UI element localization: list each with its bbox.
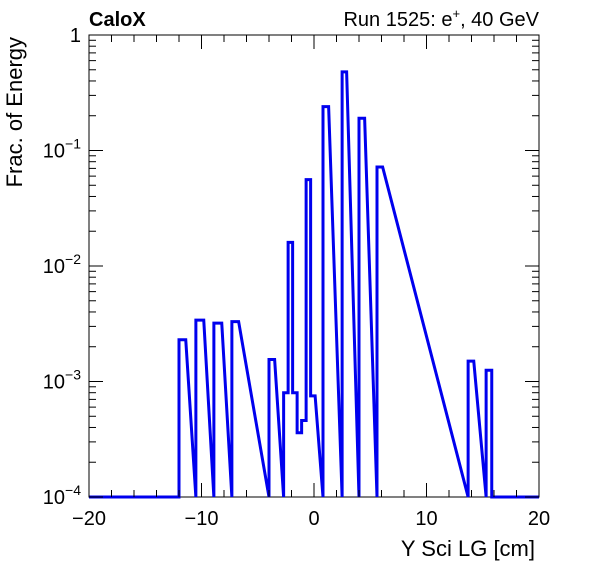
histogram-series — [89, 70, 539, 499]
y-tick-exponent: −3 — [65, 367, 81, 383]
y-tick-base: 10 — [43, 141, 65, 163]
y-tick-exponent: −2 — [65, 251, 81, 267]
histogram-outline — [89, 70, 539, 499]
x-tick-label: −10 — [185, 508, 219, 530]
x-tick-label: 10 — [415, 508, 437, 530]
chart-title-left: CaloX — [89, 9, 146, 31]
x-tick-label: −20 — [72, 508, 106, 530]
chart-title-right-sup: + — [452, 6, 460, 21]
y-tick-exponent: −4 — [65, 482, 81, 498]
x-axis-label: Y Sci LG [cm] — [401, 536, 535, 561]
x-tick-label: 20 — [528, 508, 550, 530]
y-tick-base: 10 — [43, 372, 65, 394]
plot-frame — [88, 34, 540, 498]
chart-title-right-prefix: Run 1525: e — [343, 9, 452, 31]
y-tick-label: 10−2 — [43, 251, 81, 278]
x-tick-label: 0 — [308, 508, 319, 530]
y-tick-label: 10−1 — [43, 136, 81, 163]
y-tick-label: 10−4 — [43, 482, 81, 509]
chart-title-right: Run 1525: e+, 40 GeV — [343, 6, 539, 31]
histogram-bin — [297, 433, 302, 497]
chart-title-right-suffix: , 40 GeV — [460, 9, 540, 31]
y-tick-base: 10 — [43, 487, 65, 509]
y-tick-label: 10−3 — [43, 367, 81, 394]
histogram-bin — [311, 396, 316, 497]
y-tick-base: 10 — [43, 256, 65, 278]
y-axis-label: Frac. of Energy — [2, 37, 27, 187]
y-tick-label: 1 — [70, 25, 81, 47]
y-tick-exponent: −1 — [65, 136, 81, 152]
